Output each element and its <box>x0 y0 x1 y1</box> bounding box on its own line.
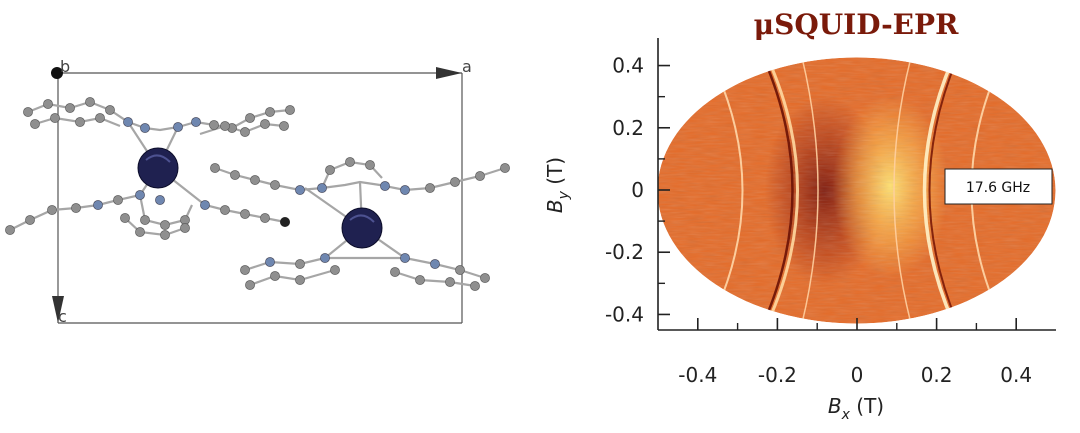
resonance-line-inner-left <box>765 57 799 324</box>
x-tick-label: 0 <box>851 363 864 387</box>
molecule-2-metal-atom <box>341 207 383 249</box>
b-axis-label: b <box>60 57 70 76</box>
molecule-2-metal-highlight <box>349 214 375 223</box>
axes: -0.4 -0.2 0 0.2 0.4 0.4 0.2 0 -0.2 -0.4 <box>605 38 1056 387</box>
resonance-line-inner-right-dark <box>928 57 960 324</box>
molecule-1 <box>5 97 295 240</box>
x-tick-label: -0.2 <box>758 363 797 387</box>
resonance-line-faint-right <box>893 57 913 324</box>
x-tick-label: 0.4 <box>1000 363 1032 387</box>
c-axis-label: c <box>58 307 67 326</box>
resonance-line-inner-right <box>922 57 957 324</box>
chart-title: μSQUID-EPR <box>754 8 959 41</box>
x-tick-label: 0.2 <box>921 363 953 387</box>
molecule-1-nitrogen-atoms <box>93 117 210 210</box>
molecule-1-carbon-atoms <box>5 97 295 240</box>
b-axis-origin-dot <box>51 67 63 79</box>
y-tick-label: 0 <box>631 178 644 202</box>
frequency-label: 17.6 GHz <box>966 180 1030 196</box>
y-tick-label: 0.4 <box>612 54 644 78</box>
molecule-2-bonds <box>214 160 506 288</box>
a-axis-arrow-icon <box>436 67 462 79</box>
resonance-line-inner-left-dark <box>761 57 794 324</box>
y-tick-label: 0.2 <box>612 116 644 140</box>
molecule-1-metal-highlight <box>145 154 171 163</box>
c-axis-arrow-icon <box>52 296 64 323</box>
a-axis-label: a <box>462 57 472 76</box>
molecule-1-end-atom <box>280 217 290 227</box>
y-tick-label: -0.2 <box>605 240 644 264</box>
y-axis-label: By (T) <box>543 157 572 213</box>
crystal-structure-diagram: b a c <box>5 57 510 326</box>
y-tick-label: -0.4 <box>605 302 644 326</box>
x-axis-label: Bx (T) <box>828 394 884 423</box>
resonance-line-faint-left <box>800 57 819 324</box>
epr-map-chart: μSQUID-EPR -0.4 -0.2 0 0.2 0.40.40.20-0.2-0.… <box>543 8 1056 423</box>
heatmap-area <box>657 57 1056 324</box>
molecule-2-carbon-atoms <box>210 157 510 291</box>
molecule-2-nitrogen-atoms <box>265 181 440 269</box>
frequency-label-box: 17.6 GHz <box>944 168 1053 205</box>
x-tick-label: -0.4 <box>678 363 717 387</box>
molecule-1-metal-atom <box>137 147 179 189</box>
molecule-2 <box>210 157 510 291</box>
